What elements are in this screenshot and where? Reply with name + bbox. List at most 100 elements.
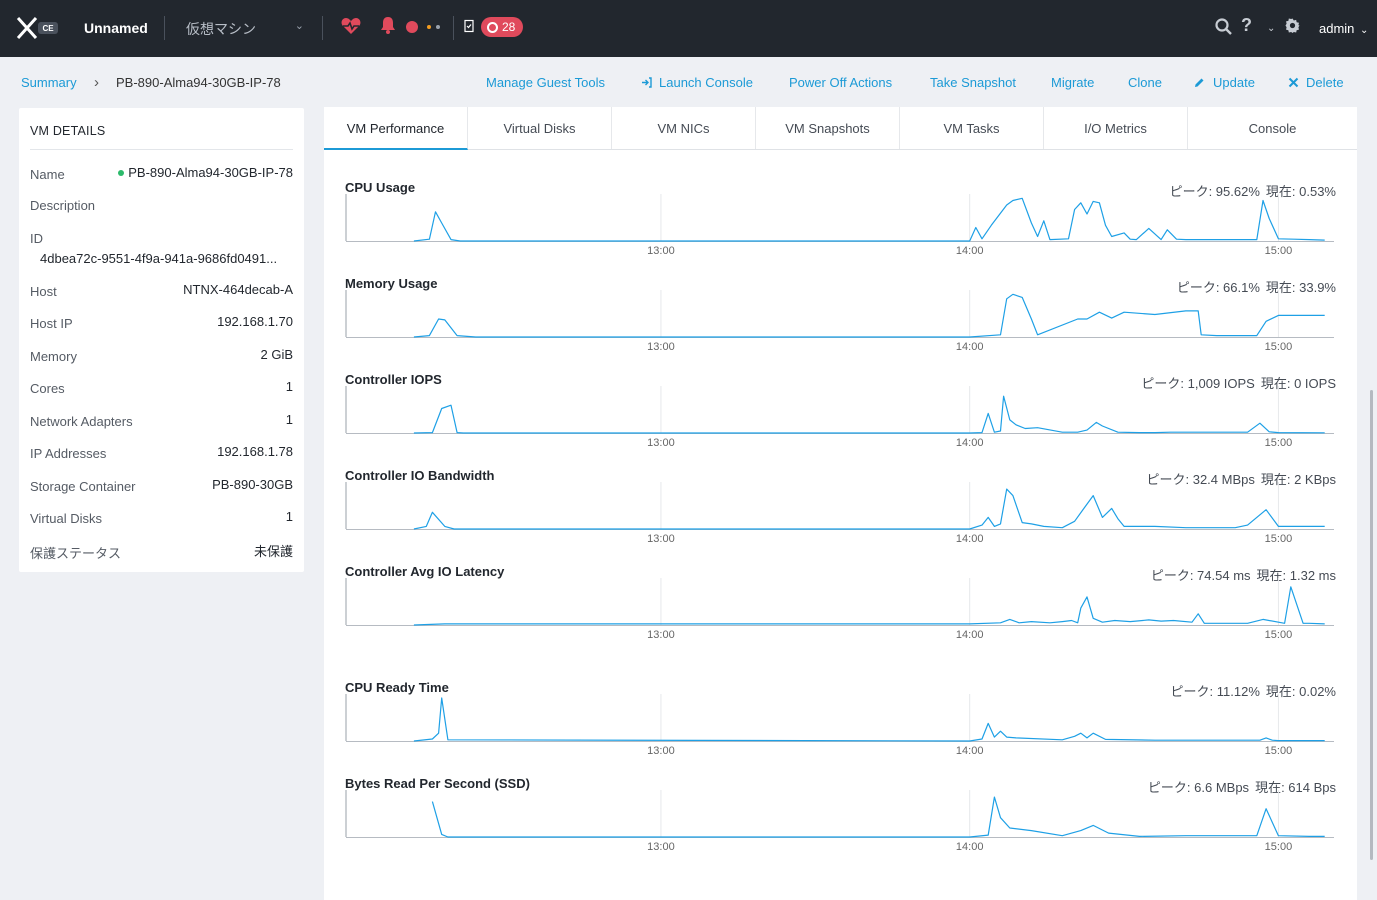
- x-tick-label: 13:00: [647, 745, 675, 757]
- detail-key: 保護ステータス: [30, 546, 122, 561]
- breadcrumb-separator-icon: ›: [94, 74, 99, 91]
- detail-row-id-value: 4dbea72c-9551-4f9a-941a-9686fd0491...: [40, 251, 293, 266]
- chevron-down-icon[interactable]: ⌄: [1267, 23, 1276, 34]
- bytes-read-per-second-ssd-chart[interactable]: Bytes Read Per Second (SSD) ピーク: 6.6 MBp…: [345, 776, 1336, 872]
- x-tick-label: 14:00: [956, 533, 984, 545]
- page-scrollbar[interactable]: [1370, 390, 1373, 860]
- chart-stats: ピーク: 1,009 IOPS 現在: 0 IOPS: [1141, 373, 1336, 392]
- series-line: [413, 395, 1325, 434]
- tab-vm-nics[interactable]: VM NICs: [612, 107, 756, 149]
- x-tick-label: 15:00: [1265, 341, 1293, 353]
- series-line: [413, 697, 1325, 742]
- chart-stats: ピーク: 74.54 ms 現在: 1.32 ms: [1151, 565, 1336, 584]
- migrate-button[interactable]: Migrate: [1051, 75, 1095, 90]
- x-tick-label: 14:00: [956, 245, 984, 257]
- launch-console-icon[interactable]: [641, 76, 652, 91]
- chart-current: 現在: 2 KBps: [1260, 472, 1336, 487]
- x-tick-label: 14:00: [956, 341, 984, 353]
- chart-stats: ピーク: 11.12% 現在: 0.02%: [1171, 681, 1336, 700]
- detail-key: Virtual Disks: [30, 511, 103, 526]
- x-tick-label: 15:00: [1265, 533, 1293, 545]
- update-button[interactable]: Update: [1213, 75, 1255, 90]
- chart-title: CPU Usage: [345, 180, 416, 195]
- detail-row-storage-container: Storage Container PB-890-30GB: [30, 477, 293, 494]
- chart-title: Memory Usage: [345, 276, 438, 291]
- detail-key: Storage Container: [30, 479, 136, 494]
- detail-row-name: Name PB-890-Alma94-30GB-IP-78: [30, 165, 293, 182]
- detail-key: ID: [30, 231, 43, 246]
- chart-title: Controller IOPS: [345, 372, 442, 387]
- vm-details-title: VM DETAILS: [30, 124, 106, 138]
- x-tick-label: 13:00: [647, 629, 675, 641]
- chart-peak: ピーク: 95.62%: [1169, 184, 1260, 199]
- help-icon[interactable]: ?: [1241, 15, 1252, 35]
- detail-value-id: 4dbea72c-9551-4f9a-941a-9686fd0491...: [40, 251, 278, 266]
- detail-row-protection-status: 保護ステータス 未保護: [30, 541, 293, 562]
- detail-row-id: ID: [30, 231, 293, 246]
- chart-stats: ピーク: 95.62% 現在: 0.53%: [1170, 181, 1336, 200]
- chart-plot: 13:00 14:00 15:00: [345, 194, 1334, 257]
- tab-vm-snapshots[interactable]: VM Snapshots: [756, 107, 900, 149]
- entity-dropdown-value: 仮想マシン: [186, 21, 256, 37]
- divider: [30, 149, 293, 150]
- user-menu[interactable]: admin ⌄: [1319, 21, 1368, 36]
- gear-icon[interactable]: [1285, 18, 1300, 38]
- chart-current: 現在: 0 IOPS: [1260, 376, 1336, 391]
- tab-console[interactable]: Console: [1248, 121, 1297, 136]
- search-icon[interactable]: [1215, 18, 1232, 40]
- chart-plot: 13:00 14:00 15:00: [345, 790, 1334, 853]
- tasks-clipboard-icon[interactable]: [464, 19, 474, 38]
- warning-alert-indicator[interactable]: [427, 25, 431, 29]
- vm-tab-bar: VM Performance Virtual Disks VM NICs VM …: [324, 107, 1357, 150]
- cpu-ready-time-chart[interactable]: CPU Ready Time ピーク: 11.12% 現在: 0.02% 13:0…: [345, 680, 1336, 776]
- close-icon[interactable]: [1288, 76, 1299, 91]
- controller-iops-chart[interactable]: Controller IOPS ピーク: 1,009 IOPS 現在: 0 IOP…: [345, 372, 1336, 468]
- clone-button[interactable]: Clone: [1128, 75, 1162, 90]
- take-snapshot-button[interactable]: Take Snapshot: [930, 75, 1017, 90]
- detail-key: Network Adapters: [30, 414, 133, 429]
- power-off-actions-button[interactable]: Power Off Actions: [789, 75, 893, 90]
- chart-peak: ピーク: 6.6 MBps: [1147, 780, 1250, 795]
- tab-virtual-disks[interactable]: Virtual Disks: [468, 107, 612, 149]
- controller-io-bandwidth-chart[interactable]: Controller IO Bandwidth ピーク: 32.4 MBps 現在…: [345, 468, 1336, 564]
- cpu-usage-chart[interactable]: CPU Usage ピーク: 95.62% 現在: 0.53% 13:00 14:0…: [345, 180, 1336, 276]
- delete-button[interactable]: Delete: [1306, 75, 1344, 90]
- critical-alert-indicator[interactable]: [406, 21, 418, 33]
- info-alert-indicator[interactable]: [436, 25, 440, 29]
- x-tick-label: 13:00: [647, 245, 675, 257]
- chart-plot: 13:00 14:00 15:00: [345, 386, 1334, 449]
- cluster-name[interactable]: Unnamed: [84, 20, 148, 36]
- chart-title: Controller Avg IO Latency: [345, 564, 505, 579]
- detail-value-network-adapters: 1: [285, 412, 293, 427]
- chart-stats: ピーク: 66.1% 現在: 33.9%: [1177, 277, 1336, 296]
- detail-key: Host IP: [30, 316, 73, 331]
- prism-logo[interactable]: CE: [16, 16, 60, 40]
- series-line: [413, 586, 1325, 626]
- bell-icon[interactable]: [380, 16, 396, 39]
- vm-main-panel: VM Performance Virtual Disks VM NICs VM …: [324, 107, 1357, 900]
- chart-peak: ピーク: 11.12%: [1170, 684, 1260, 699]
- pencil-icon[interactable]: [1194, 76, 1205, 91]
- tab-vm-tasks[interactable]: VM Tasks: [900, 107, 1044, 149]
- controller-avg-io-latency-chart[interactable]: Controller Avg IO Latency ピーク: 74.54 ms 現…: [345, 564, 1336, 660]
- storage-container-link[interactable]: PB-890-30GB: [212, 477, 293, 492]
- tab-vm-performance[interactable]: VM Performance: [324, 107, 468, 150]
- tab-io-metrics[interactable]: I/O Metrics: [1044, 107, 1188, 149]
- chart-title: CPU Ready Time: [345, 680, 449, 695]
- chart-current: 現在: 1.32 ms: [1256, 568, 1336, 583]
- divider: [453, 16, 454, 40]
- running-tasks-badge[interactable]: 28: [481, 17, 524, 37]
- x-tick-label: 13:00: [647, 341, 675, 353]
- health-heart-icon[interactable]: [341, 17, 361, 40]
- detail-value-name: PB-890-Alma94-30GB-IP-78: [128, 165, 293, 180]
- entity-dropdown[interactable]: 仮想マシン ⌄: [186, 19, 304, 39]
- task-count: 28: [502, 20, 516, 34]
- detail-key: Host: [30, 284, 57, 299]
- memory-usage-chart[interactable]: Memory Usage ピーク: 66.1% 現在: 33.9% 13:00 14…: [345, 276, 1336, 372]
- launch-console-button[interactable]: Launch Console: [659, 75, 753, 90]
- breadcrumb-summary-link[interactable]: Summary: [21, 75, 77, 90]
- x-tick-label: 15:00: [1265, 245, 1293, 257]
- detail-value-protection-status: 未保護: [253, 544, 293, 559]
- manage-guest-tools-button[interactable]: Manage Guest Tools: [486, 75, 605, 90]
- chart-current: 現在: 0.02%: [1265, 684, 1336, 699]
